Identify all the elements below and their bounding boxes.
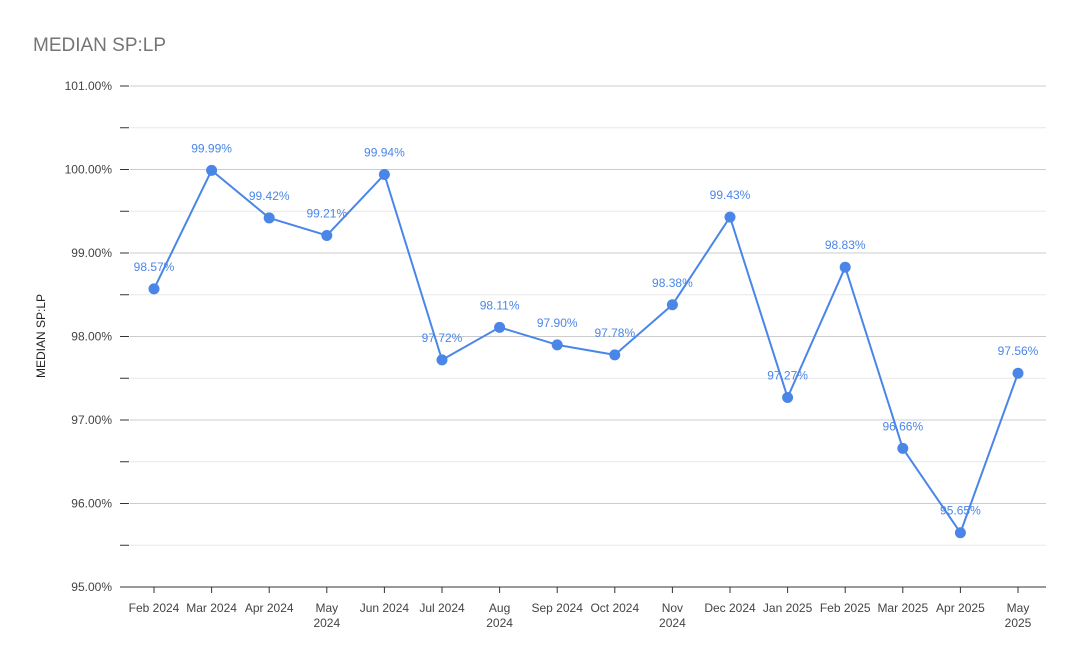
y-tick-label: 95.00% (71, 580, 112, 594)
x-tick-label-line: Feb 2024 (129, 601, 180, 615)
y-tick-label: 100.00% (65, 163, 113, 177)
data-label: 98.83% (825, 238, 866, 252)
x-tick-label-line: Sep 2024 (532, 601, 584, 615)
x-tick-label-line: Nov (662, 601, 683, 615)
y-axis: 95.00% 96.00% 97.00% 98.00% 99.00% 100.00% 101… (65, 79, 129, 594)
series-line-layer (153, 169, 1019, 534)
x-tick-label: Mar 2025 (877, 601, 928, 615)
data-point (321, 229, 333, 241)
x-tick-label-line: Apr 2024 (245, 601, 294, 615)
data-labels: 98.57% 99.99% 99.42% 99.21% 99.94% 97.72% 98.1… (134, 141, 1039, 517)
x-tick-label-line: Aug (489, 601, 510, 615)
x-tick-label-line: 2024 (313, 616, 340, 630)
x-tick-label: Oct 2024 (590, 601, 639, 615)
data-label: 99.43% (710, 188, 751, 202)
x-tick-label-line: Dec 2024 (704, 601, 756, 615)
data-label: 97.56% (998, 344, 1039, 358)
data-point (609, 349, 621, 361)
data-label: 99.94% (364, 146, 405, 160)
data-point (206, 164, 218, 176)
data-point (494, 321, 506, 333)
gridlines (130, 85, 1046, 546)
y-tick-label: 97.00% (71, 413, 112, 427)
x-tick-label-line: Oct 2024 (590, 601, 639, 615)
data-label: 97.27% (767, 368, 808, 382)
series-line (153, 169, 1019, 534)
x-tick-label: Jun 2024 (360, 601, 410, 615)
x-tick-label-line: 2024 (659, 616, 686, 630)
data-point (263, 212, 275, 224)
data-label: 95.65% (940, 504, 981, 518)
x-tick-label: Apr 2025 (936, 601, 985, 615)
x-tick-label: Sep 2024 (532, 601, 584, 615)
x-tick-label-line: May (1007, 601, 1030, 615)
x-tick-label-line: Feb 2025 (820, 601, 871, 615)
x-tick-label-line: 2025 (1005, 616, 1032, 630)
chart-title: MEDIAN SP:LP (33, 35, 167, 56)
data-label: 99.42% (249, 189, 290, 203)
data-label: 98.57% (134, 260, 175, 274)
data-label: 96.66% (882, 419, 923, 433)
x-tick-label: Jul 2024 (419, 601, 465, 615)
x-tick-label-line: Mar 2025 (877, 601, 928, 615)
data-point (378, 169, 390, 181)
data-point (954, 527, 966, 539)
y-tick-label: 99.00% (71, 246, 112, 260)
y-tick-label: 98.00% (71, 330, 112, 344)
data-label: 97.72% (422, 331, 463, 345)
data-point (897, 442, 909, 454)
data-point (1012, 367, 1024, 379)
x-tick-label: May 2025 (1005, 601, 1032, 630)
data-label: 97.78% (594, 326, 635, 340)
data-point (839, 261, 851, 273)
x-tick-label: May 2024 (313, 601, 340, 630)
data-label: 98.11% (480, 298, 520, 312)
x-tick-label: Mar 2024 (186, 601, 237, 615)
data-label: 98.38% (652, 276, 693, 290)
x-tick-label-line: May (315, 601, 338, 615)
x-tick-label-line: Mar 2024 (186, 601, 237, 615)
x-tick-label-line: Apr 2025 (936, 601, 985, 615)
data-label: 99.99% (191, 141, 232, 155)
data-label: 99.21% (306, 206, 347, 220)
x-tick-label: Apr 2024 (245, 601, 294, 615)
x-tick-label-line: Jun 2024 (360, 601, 410, 615)
data-point (148, 283, 160, 295)
x-tick-label: Aug 2024 (486, 601, 513, 630)
data-point (782, 391, 794, 403)
x-tick-label: Jan 2025 (763, 601, 813, 615)
x-tick-label-line: Jul 2024 (419, 601, 465, 615)
y-tick-label: 96.00% (71, 497, 112, 511)
data-point (724, 211, 736, 223)
x-tick-label: Nov 2024 (659, 601, 686, 630)
y-axis-title: MEDIAN SP:LP (34, 294, 48, 378)
x-tick-label-line: Jan 2025 (763, 601, 813, 615)
data-point (666, 299, 678, 311)
data-point (436, 354, 448, 366)
x-tick-label: Feb 2024 (129, 601, 180, 615)
data-points (148, 164, 1024, 539)
y-tick-label: 101.00% (65, 79, 113, 93)
data-label: 97.90% (537, 316, 578, 330)
x-tick-label: Feb 2025 (820, 601, 871, 615)
x-tick-label-line: 2024 (486, 616, 513, 630)
data-point (551, 339, 563, 351)
x-tick-label: Dec 2024 (704, 601, 756, 615)
